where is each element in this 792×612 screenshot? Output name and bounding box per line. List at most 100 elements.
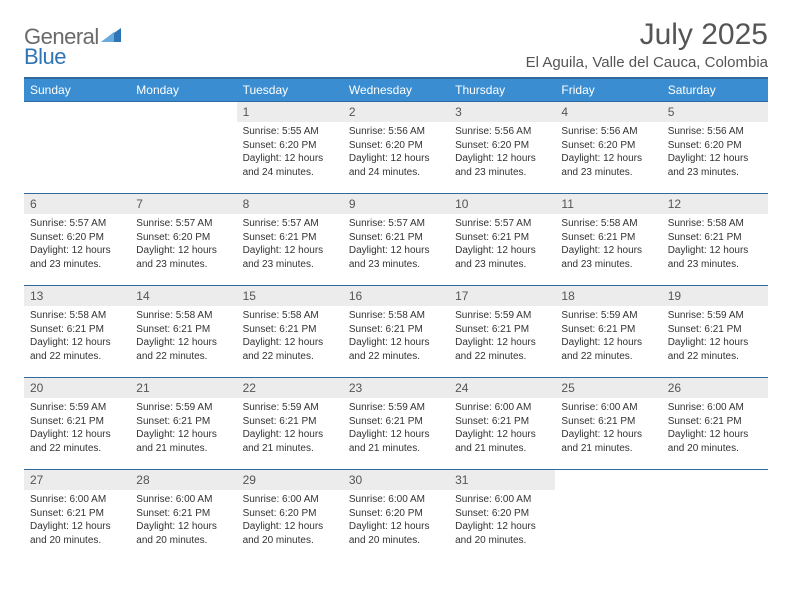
weekday-header-row: SundayMondayTuesdayWednesdayThursdayFrid…	[24, 78, 768, 101]
calendar-cell: 10Sunrise: 5:57 AMSunset: 6:21 PMDayligh…	[449, 193, 555, 285]
calendar-cell	[662, 469, 768, 561]
weekday-header: Friday	[555, 78, 661, 101]
day-number: 13	[24, 285, 130, 306]
day-details	[130, 122, 236, 133]
month-title: July 2025	[526, 18, 768, 52]
day-number: 10	[449, 193, 555, 214]
day-details: Sunrise: 5:58 AMSunset: 6:21 PMDaylight:…	[662, 214, 768, 279]
day-details: Sunrise: 5:56 AMSunset: 6:20 PMDaylight:…	[449, 122, 555, 187]
calendar-cell: 4Sunrise: 5:56 AMSunset: 6:20 PMDaylight…	[555, 101, 661, 193]
brand-triangle-icon	[101, 28, 123, 49]
day-number: 26	[662, 377, 768, 398]
day-details: Sunrise: 5:56 AMSunset: 6:20 PMDaylight:…	[662, 122, 768, 187]
calendar-cell: 30Sunrise: 6:00 AMSunset: 6:20 PMDayligh…	[343, 469, 449, 561]
day-number: 9	[343, 193, 449, 214]
calendar-cell: 1Sunrise: 5:55 AMSunset: 6:20 PMDaylight…	[237, 101, 343, 193]
day-details: Sunrise: 5:56 AMSunset: 6:20 PMDaylight:…	[343, 122, 449, 187]
calendar-cell: 3Sunrise: 5:56 AMSunset: 6:20 PMDaylight…	[449, 101, 555, 193]
weekday-header: Monday	[130, 78, 236, 101]
calendar-cell: 23Sunrise: 5:59 AMSunset: 6:21 PMDayligh…	[343, 377, 449, 469]
calendar-page: General Blue July 2025 El Aguila, Valle …	[0, 0, 792, 561]
calendar-cell	[24, 101, 130, 193]
calendar-cell: 11Sunrise: 5:58 AMSunset: 6:21 PMDayligh…	[555, 193, 661, 285]
calendar-cell: 22Sunrise: 5:59 AMSunset: 6:21 PMDayligh…	[237, 377, 343, 469]
day-number: 27	[24, 469, 130, 490]
day-number: 23	[343, 377, 449, 398]
day-details: Sunrise: 5:59 AMSunset: 6:21 PMDaylight:…	[237, 398, 343, 463]
day-details: Sunrise: 5:56 AMSunset: 6:20 PMDaylight:…	[555, 122, 661, 187]
day-number: 11	[555, 193, 661, 214]
day-details: Sunrise: 6:00 AMSunset: 6:21 PMDaylight:…	[555, 398, 661, 463]
calendar-cell: 6Sunrise: 5:57 AMSunset: 6:20 PMDaylight…	[24, 193, 130, 285]
day-number: 1	[237, 101, 343, 122]
day-number: 29	[237, 469, 343, 490]
day-details: Sunrise: 5:58 AMSunset: 6:21 PMDaylight:…	[343, 306, 449, 371]
day-details: Sunrise: 5:58 AMSunset: 6:21 PMDaylight:…	[24, 306, 130, 371]
title-block: July 2025 El Aguila, Valle del Cauca, Co…	[526, 18, 768, 71]
calendar-table: SundayMondayTuesdayWednesdayThursdayFrid…	[24, 77, 768, 561]
day-details: Sunrise: 5:58 AMSunset: 6:21 PMDaylight:…	[555, 214, 661, 279]
calendar-cell: 16Sunrise: 5:58 AMSunset: 6:21 PMDayligh…	[343, 285, 449, 377]
day-number: 15	[237, 285, 343, 306]
header: General Blue July 2025 El Aguila, Valle …	[24, 18, 768, 71]
day-number: 5	[662, 101, 768, 122]
day-details: Sunrise: 5:57 AMSunset: 6:20 PMDaylight:…	[24, 214, 130, 279]
day-number: 25	[555, 377, 661, 398]
calendar-week-row: 27Sunrise: 6:00 AMSunset: 6:21 PMDayligh…	[24, 469, 768, 561]
weekday-header: Sunday	[24, 78, 130, 101]
day-number	[130, 101, 236, 122]
day-number: 4	[555, 101, 661, 122]
day-details: Sunrise: 5:57 AMSunset: 6:20 PMDaylight:…	[130, 214, 236, 279]
day-number: 2	[343, 101, 449, 122]
calendar-cell: 14Sunrise: 5:58 AMSunset: 6:21 PMDayligh…	[130, 285, 236, 377]
calendar-week-row: 13Sunrise: 5:58 AMSunset: 6:21 PMDayligh…	[24, 285, 768, 377]
calendar-cell	[555, 469, 661, 561]
day-details: Sunrise: 5:57 AMSunset: 6:21 PMDaylight:…	[449, 214, 555, 279]
day-details: Sunrise: 6:00 AMSunset: 6:21 PMDaylight:…	[662, 398, 768, 463]
calendar-cell: 18Sunrise: 5:59 AMSunset: 6:21 PMDayligh…	[555, 285, 661, 377]
calendar-cell: 12Sunrise: 5:58 AMSunset: 6:21 PMDayligh…	[662, 193, 768, 285]
day-details: Sunrise: 5:59 AMSunset: 6:21 PMDaylight:…	[24, 398, 130, 463]
calendar-cell: 2Sunrise: 5:56 AMSunset: 6:20 PMDaylight…	[343, 101, 449, 193]
day-details: Sunrise: 5:59 AMSunset: 6:21 PMDaylight:…	[343, 398, 449, 463]
day-details	[662, 490, 768, 501]
weekday-header: Saturday	[662, 78, 768, 101]
calendar-cell	[130, 101, 236, 193]
day-number: 12	[662, 193, 768, 214]
day-details: Sunrise: 5:55 AMSunset: 6:20 PMDaylight:…	[237, 122, 343, 187]
weekday-header: Wednesday	[343, 78, 449, 101]
calendar-cell: 21Sunrise: 5:59 AMSunset: 6:21 PMDayligh…	[130, 377, 236, 469]
day-number	[662, 469, 768, 490]
calendar-cell: 28Sunrise: 6:00 AMSunset: 6:21 PMDayligh…	[130, 469, 236, 561]
day-number: 21	[130, 377, 236, 398]
calendar-cell: 15Sunrise: 5:58 AMSunset: 6:21 PMDayligh…	[237, 285, 343, 377]
day-number: 31	[449, 469, 555, 490]
day-number	[24, 101, 130, 122]
day-number: 24	[449, 377, 555, 398]
brand-logo: General Blue	[24, 24, 123, 70]
calendar-cell: 7Sunrise: 5:57 AMSunset: 6:20 PMDaylight…	[130, 193, 236, 285]
day-number: 19	[662, 285, 768, 306]
day-details: Sunrise: 6:00 AMSunset: 6:21 PMDaylight:…	[130, 490, 236, 555]
day-details: Sunrise: 6:00 AMSunset: 6:20 PMDaylight:…	[237, 490, 343, 555]
day-number: 20	[24, 377, 130, 398]
day-number	[555, 469, 661, 490]
calendar-week-row: 6Sunrise: 5:57 AMSunset: 6:20 PMDaylight…	[24, 193, 768, 285]
day-number: 18	[555, 285, 661, 306]
day-details	[555, 490, 661, 501]
calendar-cell: 29Sunrise: 6:00 AMSunset: 6:20 PMDayligh…	[237, 469, 343, 561]
calendar-cell: 13Sunrise: 5:58 AMSunset: 6:21 PMDayligh…	[24, 285, 130, 377]
day-details: Sunrise: 5:59 AMSunset: 6:21 PMDaylight:…	[130, 398, 236, 463]
calendar-cell: 20Sunrise: 5:59 AMSunset: 6:21 PMDayligh…	[24, 377, 130, 469]
day-number: 28	[130, 469, 236, 490]
calendar-week-row: 1Sunrise: 5:55 AMSunset: 6:20 PMDaylight…	[24, 101, 768, 193]
weekday-header: Thursday	[449, 78, 555, 101]
day-details: Sunrise: 5:59 AMSunset: 6:21 PMDaylight:…	[662, 306, 768, 371]
day-number: 30	[343, 469, 449, 490]
location-text: El Aguila, Valle del Cauca, Colombia	[526, 54, 768, 71]
calendar-cell: 24Sunrise: 6:00 AMSunset: 6:21 PMDayligh…	[449, 377, 555, 469]
day-details: Sunrise: 6:00 AMSunset: 6:20 PMDaylight:…	[343, 490, 449, 555]
day-number: 7	[130, 193, 236, 214]
day-number: 8	[237, 193, 343, 214]
day-details	[24, 122, 130, 133]
